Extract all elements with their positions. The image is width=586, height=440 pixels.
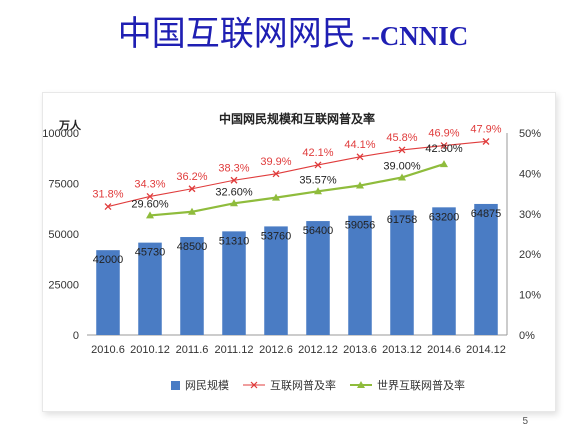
line-data-label: 29.60% <box>131 198 169 210</box>
page-number: 5 <box>522 416 528 427</box>
bar <box>474 203 498 335</box>
y-tick-label: 75000 <box>48 179 79 191</box>
line-data-label: 34.3% <box>134 178 165 190</box>
slide-title-source: --CNNIC <box>361 21 469 51</box>
line-point-marker <box>146 211 154 219</box>
y2-tick-label: 20% <box>519 249 541 261</box>
line-point-marker <box>314 187 322 195</box>
y2-tick-label: 0% <box>519 330 535 342</box>
bar <box>180 237 204 335</box>
bar-data-label: 53760 <box>261 230 292 242</box>
chart-title: 中国网民规模和互联网普及率 <box>219 111 375 126</box>
bar-data-label: 42000 <box>93 254 124 266</box>
series-line <box>149 163 445 217</box>
legend-marker <box>357 381 365 388</box>
bar <box>306 221 330 335</box>
bar-data-label: 59056 <box>345 220 376 232</box>
line-point-marker <box>314 161 322 169</box>
line-point-marker <box>230 199 238 207</box>
bar <box>222 231 246 335</box>
bar-data-label: 51310 <box>219 235 250 247</box>
y-axis-unit-label: 万人 <box>58 118 82 132</box>
line-point-marker <box>398 173 406 181</box>
legend-label: 网民规模 <box>185 378 229 392</box>
line-data-label: 46.9% <box>428 128 459 140</box>
line-point-marker <box>272 193 280 201</box>
line-data-label: 42.1% <box>302 147 333 159</box>
line-data-label: 45.8% <box>386 132 417 144</box>
line-data-label: 42.30% <box>425 143 463 155</box>
line-data-label: 32.60% <box>215 186 253 198</box>
bar-data-label: 61758 <box>387 214 418 226</box>
line-point-marker <box>356 181 364 189</box>
line-point-marker <box>230 176 238 184</box>
slide-title-main: 中国互联网网民 <box>117 14 356 54</box>
y2-tick-label: 30% <box>519 209 541 221</box>
line-data-label: 39.00% <box>383 160 421 172</box>
x-tick-label: 2012.12 <box>298 344 338 356</box>
chart-frame: 中国网民规模和互联网普及率 万人 0 25000 50000 75000 100000 0% 1… <box>42 92 556 412</box>
bar-data-label: 48500 <box>177 241 208 253</box>
line-point-marker <box>356 153 364 161</box>
bar <box>390 210 414 335</box>
bar <box>138 242 162 335</box>
bar-data-label: 56400 <box>303 225 334 237</box>
series-line <box>107 140 487 208</box>
slide-title: 中国互联网网民 --CNNIC <box>0 6 586 55</box>
bar <box>348 215 372 335</box>
legend-marker <box>250 381 258 389</box>
y2-tick-label: 40% <box>519 168 541 180</box>
x-tick-label: 2011.12 <box>215 344 254 356</box>
y-tick-label: 50000 <box>48 229 79 241</box>
y2-tick-label: 50% <box>519 128 541 140</box>
line-point-marker <box>440 160 448 168</box>
x-tick-label: 2012.6 <box>259 344 293 356</box>
legend-label: 互联网普及率 <box>270 378 336 392</box>
x-tick-label: 2014.6 <box>427 344 461 356</box>
x-tick-label: 2010.12 <box>130 344 170 356</box>
line-data-label: 47.9% <box>470 123 501 135</box>
x-tick-label: 2013.6 <box>343 344 377 356</box>
y2-tick-label: 10% <box>519 290 541 302</box>
line-point-marker <box>188 207 196 215</box>
legend-swatch-bar <box>171 381 180 390</box>
line-point-marker <box>188 185 196 193</box>
line-point-marker <box>398 146 406 154</box>
line-point-marker <box>440 142 448 149</box>
line-data-label: 39.9% <box>260 156 291 168</box>
line-data-label: 38.3% <box>218 162 249 174</box>
line-data-label: 44.1% <box>344 139 375 151</box>
x-tick-label: 2011.6 <box>176 344 209 356</box>
x-tick-label: 2010.6 <box>91 344 125 356</box>
bar <box>432 207 456 335</box>
legend-label: 世界互联网普及率 <box>377 378 465 392</box>
line-point-marker <box>104 203 112 210</box>
y-tick-label: 100000 <box>43 128 79 140</box>
x-tick-label: 2013.12 <box>382 344 422 356</box>
y-tick-label: 0 <box>73 330 79 342</box>
x-tick-label: 2014.12 <box>466 344 506 356</box>
line-data-label: 31.8% <box>92 189 123 201</box>
line-data-label: 36.2% <box>176 171 207 183</box>
combo-chart: 中国网民规模和互联网普及率 万人 0 25000 50000 75000 100000 0% 1… <box>43 111 541 392</box>
line-point-marker <box>146 192 154 200</box>
bar <box>264 226 288 335</box>
bar-data-label: 63200 <box>429 211 460 223</box>
bar <box>96 250 120 335</box>
line-point-marker <box>482 138 490 145</box>
y-tick-label: 25000 <box>48 280 79 292</box>
line-point-marker <box>272 170 280 178</box>
bar-data-label: 64875 <box>471 208 502 220</box>
bar-data-label: 45730 <box>135 247 166 259</box>
line-data-label: 35.57% <box>299 174 337 186</box>
